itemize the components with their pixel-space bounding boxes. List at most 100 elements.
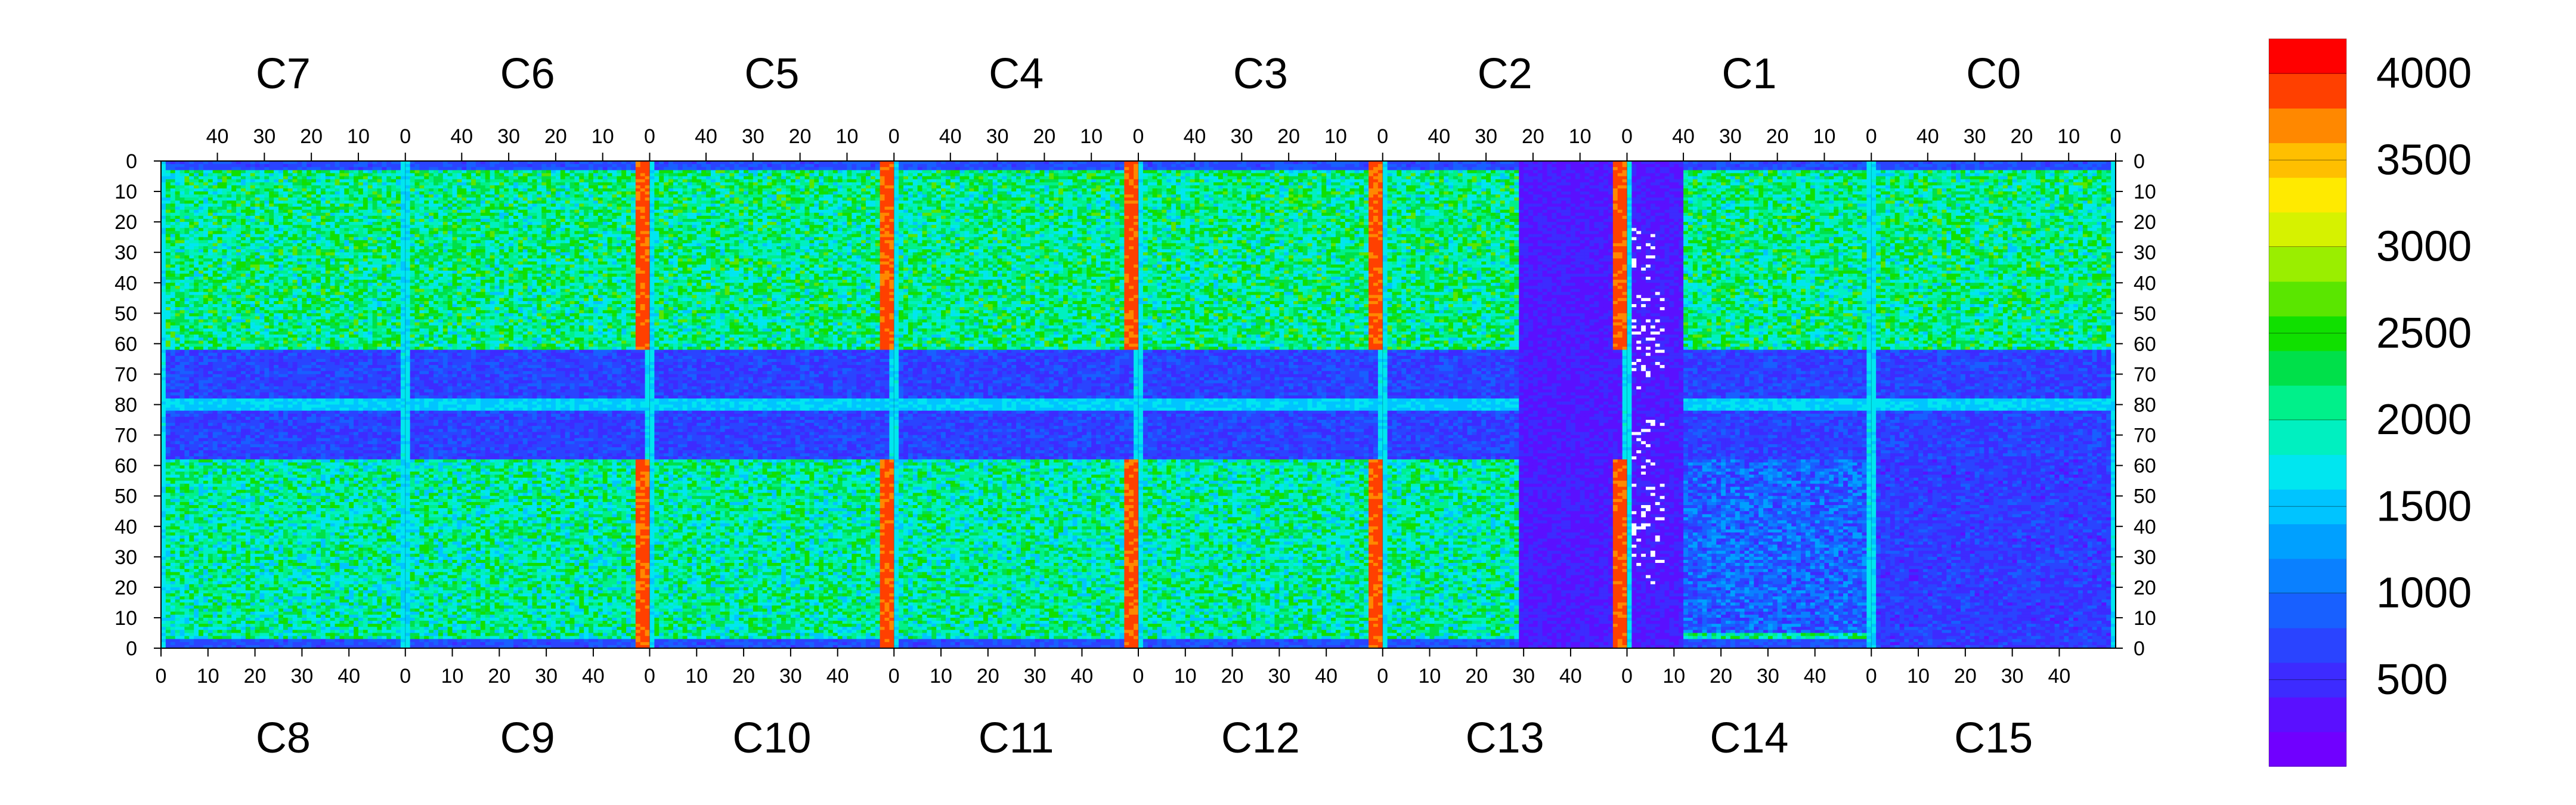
heatmap-cell xyxy=(1956,167,1961,171)
heatmap-cell xyxy=(259,177,264,180)
heatmap-cell xyxy=(1820,164,1825,168)
heatmap-cell xyxy=(1655,167,1660,171)
heatmap-cell xyxy=(1241,173,1246,177)
heatmap-cell xyxy=(1040,173,1045,177)
heatmap-cell xyxy=(1589,170,1594,174)
heatmap-cell xyxy=(819,170,823,174)
heatmap-cell xyxy=(1256,167,1261,171)
heatmap-cell xyxy=(438,170,443,174)
heatmap-cell xyxy=(255,173,260,177)
heatmap-cell xyxy=(2017,164,2022,168)
heatmap-cell xyxy=(1900,164,1905,168)
heatmap-cell xyxy=(1434,173,1439,177)
heatmap-cell xyxy=(574,170,579,174)
heatmap-cell xyxy=(1810,170,1815,174)
heatmap-cell xyxy=(711,170,716,174)
heatmap-cell xyxy=(1857,170,1862,174)
heatmap-cell xyxy=(189,167,194,171)
heatmap-cell xyxy=(1171,167,1176,171)
heatmap-cell xyxy=(866,173,871,177)
heatmap-cell xyxy=(612,170,617,174)
heatmap-cell xyxy=(988,173,993,177)
heatmap-cell xyxy=(1204,170,1209,174)
heatmap-cell xyxy=(269,173,274,177)
heatmap-cell xyxy=(1796,167,1801,171)
heatmap-cell xyxy=(1496,170,1500,174)
heatmap-cell xyxy=(828,167,833,171)
heatmap-cell xyxy=(1848,173,1853,177)
heatmap-cell xyxy=(1693,164,1698,168)
heatmap-cell xyxy=(711,173,716,177)
heatmap-cell xyxy=(1091,173,1096,177)
heatmap-cell xyxy=(1054,164,1058,168)
heatmap-cell xyxy=(1806,164,1810,168)
heatmap-cell xyxy=(974,164,979,168)
heatmap-cell xyxy=(391,170,396,174)
heatmap-cell xyxy=(1241,167,1246,171)
heatmap-cell xyxy=(1702,167,1707,171)
heatmap-cell xyxy=(1209,164,1213,168)
heatmap-cell xyxy=(278,164,283,168)
heatmap-cell xyxy=(1195,170,1200,174)
heatmap-cell xyxy=(485,170,490,174)
heatmap-cell xyxy=(608,173,612,177)
heatmap-cell xyxy=(1073,164,1078,168)
heatmap-cell xyxy=(1308,167,1312,171)
heatmap-cell xyxy=(429,167,434,171)
heatmap-cell xyxy=(1989,170,1993,174)
heatmap-cell xyxy=(1900,170,1905,174)
heatmap-cell xyxy=(457,164,462,168)
heatmap-cell xyxy=(1834,170,1838,174)
heatmap-cell xyxy=(1993,164,1998,168)
heatmap-cell xyxy=(1439,167,1444,171)
heatmap-cell xyxy=(1651,167,1655,171)
heatmap-cell xyxy=(509,167,513,171)
heatmap-cell xyxy=(931,167,936,171)
heatmap-cell xyxy=(1476,164,1481,168)
heatmap-cell xyxy=(274,167,278,171)
heatmap-cell xyxy=(2092,164,2097,168)
heatmap-cell xyxy=(1486,164,1491,168)
heatmap-cell xyxy=(1970,170,1975,174)
heatmap-cell xyxy=(570,164,575,168)
heatmap-cell xyxy=(955,164,960,168)
heatmap-cell xyxy=(1726,170,1730,174)
heatmap-cell xyxy=(476,173,481,177)
heatmap-cell xyxy=(1510,167,1515,171)
heatmap-cell xyxy=(2055,164,2060,168)
heatmap-cell xyxy=(1627,170,1632,174)
heatmap-cell xyxy=(1721,164,1726,168)
heatmap-cell xyxy=(410,170,415,174)
heatmap-cell xyxy=(852,173,856,177)
heatmap-cell xyxy=(875,170,880,174)
heatmap-cell xyxy=(875,173,880,177)
heatmap-cell xyxy=(415,167,420,171)
heatmap-cell xyxy=(1228,167,1233,171)
heatmap-cell xyxy=(1646,164,1651,168)
heatmap-cell xyxy=(1026,167,1030,171)
heatmap-cell xyxy=(1984,170,1989,174)
heatmap-cell xyxy=(203,177,208,180)
heatmap-cell xyxy=(2069,173,2073,177)
heatmap-cell xyxy=(466,170,471,174)
heatmap-cell xyxy=(344,164,349,168)
heatmap-cell xyxy=(936,167,941,171)
heatmap-cell xyxy=(236,170,241,174)
heatmap-cell xyxy=(828,164,833,168)
heatmap-cell xyxy=(1674,170,1679,174)
heatmap-cell xyxy=(293,173,298,177)
heatmap-cell xyxy=(382,170,386,174)
heatmap-cell xyxy=(1519,167,1524,171)
heatmap-cell xyxy=(1970,167,1975,171)
heatmap-cell xyxy=(208,164,213,168)
heatmap-cell xyxy=(509,164,513,168)
heatmap-cell xyxy=(335,173,340,177)
heatmap-cell xyxy=(1063,164,1068,168)
heatmap-cell xyxy=(772,164,776,168)
heatmap-cell xyxy=(255,177,260,180)
heatmap-cell xyxy=(1279,167,1284,171)
heatmap-cell xyxy=(161,167,166,171)
heatmap-cell xyxy=(2097,173,2101,177)
heatmap-cell xyxy=(1829,167,1834,171)
heatmap-cell xyxy=(1463,173,1467,177)
